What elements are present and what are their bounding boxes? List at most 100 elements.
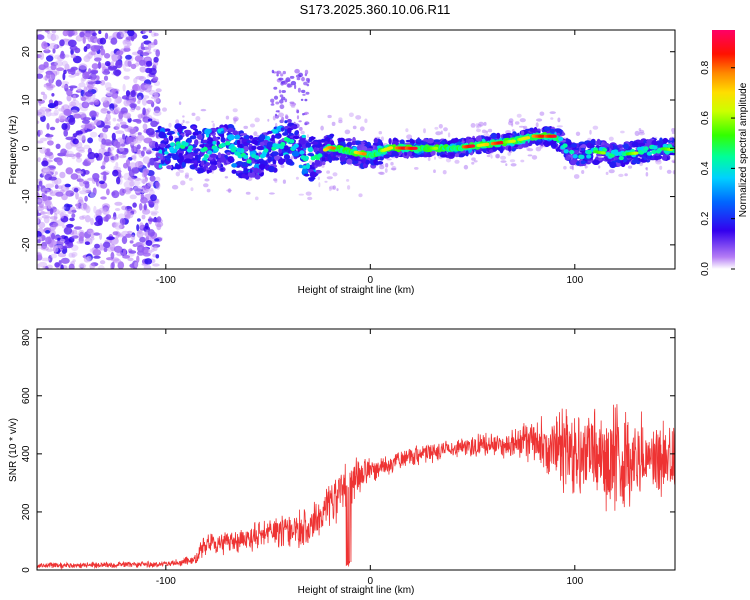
noise-blob xyxy=(297,87,301,93)
colorbar-tick-label: 0.4 xyxy=(700,161,711,175)
ridge-core xyxy=(293,143,299,148)
ridge-blob xyxy=(595,156,599,161)
noise-blob xyxy=(128,250,137,254)
ridge-blob xyxy=(346,142,352,147)
ridge-core xyxy=(183,142,189,147)
noise-blob xyxy=(473,160,478,163)
ridge-blob xyxy=(158,131,167,139)
noise-blob xyxy=(55,191,64,197)
noise-blob xyxy=(139,236,146,243)
noise-blob xyxy=(384,163,389,168)
noise-blob xyxy=(120,124,129,129)
ridge-blob xyxy=(204,128,211,135)
noise-blob xyxy=(125,90,131,97)
noise-blob xyxy=(608,136,614,141)
noise-blob xyxy=(79,215,85,220)
noise-blob xyxy=(154,238,160,242)
noise-blob xyxy=(527,154,533,157)
noise-blob xyxy=(115,141,121,149)
noise-blob xyxy=(302,93,306,96)
noise-blob xyxy=(112,169,119,177)
ridge-blob xyxy=(328,156,333,163)
ridge-blob xyxy=(285,158,293,165)
noise-blob xyxy=(115,123,121,130)
noise-blob xyxy=(120,143,126,147)
noise-blob xyxy=(433,169,436,173)
ridge-peak xyxy=(388,146,394,150)
ridge-blob xyxy=(158,164,163,169)
ridge-blob xyxy=(581,144,587,148)
noise-blob xyxy=(326,170,330,174)
noise-blob xyxy=(550,117,554,120)
noise-blob xyxy=(39,137,48,142)
noise-blob xyxy=(485,130,489,134)
noise-blob xyxy=(83,102,88,108)
noise-blob xyxy=(149,175,156,182)
noise-blob xyxy=(359,126,365,132)
noise-blob xyxy=(76,205,83,210)
noise-blob xyxy=(98,30,102,34)
ridge-core xyxy=(562,143,568,148)
noise-blob xyxy=(304,121,310,125)
noise-blob xyxy=(38,129,43,135)
ridge-blob xyxy=(609,161,617,169)
noise-blob xyxy=(143,30,149,33)
noise-blob xyxy=(285,79,291,82)
ridge-blob xyxy=(373,137,379,144)
noise-blob xyxy=(303,111,309,115)
noise-blob xyxy=(49,208,54,215)
ridge-blob xyxy=(333,157,340,161)
noise-blob xyxy=(304,73,308,77)
noise-blob xyxy=(147,235,151,240)
noise-blob xyxy=(90,131,98,138)
y-tick-label: 0 xyxy=(21,567,32,573)
colorbar-tick-label: 0.8 xyxy=(700,60,711,74)
noise-blob xyxy=(141,98,148,106)
noise-blob xyxy=(103,155,110,163)
noise-blob xyxy=(296,115,300,120)
noise-blob xyxy=(639,129,645,134)
noise-blob xyxy=(94,243,100,249)
noise-blob xyxy=(253,131,258,137)
noise-blob xyxy=(471,161,475,165)
noise-blob xyxy=(445,157,452,163)
noise-blob xyxy=(51,70,58,77)
ridge-blob xyxy=(564,141,573,145)
noise-blob xyxy=(304,98,308,102)
noise-blob xyxy=(307,196,313,201)
noise-blob xyxy=(659,165,663,170)
noise-blob xyxy=(290,80,297,86)
noise-blob xyxy=(122,254,131,259)
noise-blob xyxy=(83,144,90,150)
colorbar-label: Normalized spectral amplitude xyxy=(738,82,749,217)
noise-blob xyxy=(142,123,148,130)
ridge-blob xyxy=(232,130,238,136)
noise-blob xyxy=(111,261,115,269)
noise-blob xyxy=(331,121,336,126)
noise-blob xyxy=(305,191,312,196)
ridge-blob xyxy=(283,154,290,160)
ridge-blob xyxy=(227,134,235,141)
noise-blob xyxy=(142,35,149,39)
ridge-blob xyxy=(231,163,238,168)
ridge-blob xyxy=(178,135,183,140)
colorbar-tick-label: 0.0 xyxy=(700,262,711,276)
ridge-blob xyxy=(610,144,614,150)
noise-blob xyxy=(104,61,111,67)
ridge-core xyxy=(609,153,615,158)
ridge-blob xyxy=(481,148,488,152)
ridge-blob xyxy=(405,139,413,143)
noise-blob xyxy=(111,216,118,220)
noise-blob xyxy=(336,188,339,192)
noise-blob xyxy=(109,108,114,114)
noise-blob xyxy=(129,240,134,244)
ridge-blob xyxy=(475,135,482,142)
ridge-blob xyxy=(638,142,646,147)
noise-blob xyxy=(89,248,94,253)
noise-blob xyxy=(44,200,52,206)
noise-blob xyxy=(46,55,54,62)
noise-blob xyxy=(103,173,107,182)
noise-blob xyxy=(93,205,97,214)
noise-blob xyxy=(232,108,238,113)
noise-blob xyxy=(144,222,149,230)
